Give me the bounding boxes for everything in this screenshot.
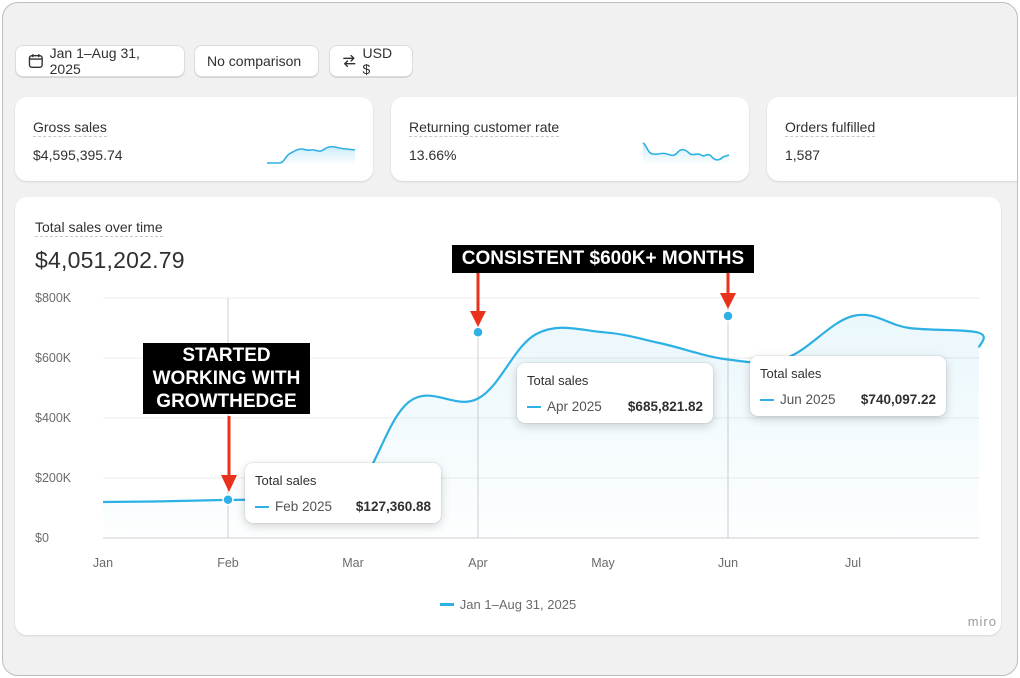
tooltip-apr: Total sales Apr 2025 $685,821.82 — [517, 363, 713, 423]
started-line-3: GROWTHEDGE — [156, 391, 297, 412]
metric-value: $4,595,395.74 — [33, 147, 123, 163]
gross-sales-sparkline — [267, 145, 356, 165]
swap-icon — [343, 54, 356, 68]
tooltip-period: Jun 2025 — [780, 392, 836, 407]
started-callout: STARTED WORKING WITH GROWTHEDGE — [143, 343, 310, 414]
x-tick-label: Jul — [845, 556, 861, 570]
annotation-arrows — [221, 273, 736, 492]
y-tick-label: $600K — [35, 351, 72, 365]
comparison-label: No comparison — [207, 53, 302, 69]
tooltip-feb: Total sales Feb 2025 $127,360.88 — [245, 463, 441, 523]
x-tick-label: May — [591, 556, 615, 570]
miro-watermark: miro — [967, 614, 997, 629]
tooltip-title: Total sales — [760, 366, 822, 381]
arrow-apr — [470, 273, 486, 327]
date-range-label: Jan 1–Aug 31, 2025 — [49, 45, 140, 77]
metric-value: 13.66% — [409, 147, 457, 163]
highlighted-point[interactable] — [472, 326, 484, 339]
legend-label: Jan 1–Aug 31, 2025 — [459, 597, 577, 612]
highlighted-point[interactable] — [722, 310, 734, 322]
y-tick-label: $800K — [35, 291, 72, 305]
metric-card-gross-sales[interactable]: Gross sales $4,595,395.74 — [15, 97, 373, 181]
currency-button[interactable]: USD $ — [329, 45, 413, 77]
started-line-2: WORKING WITH — [152, 368, 301, 389]
tooltip-value: $740,097.22 — [860, 392, 936, 407]
x-tick-label: Mar — [342, 556, 364, 570]
y-tick-label: $0 — [35, 531, 49, 545]
series-swatch — [527, 405, 541, 408]
metric-label: Returning customer rate — [409, 119, 560, 137]
currency-label: USD $ — [362, 45, 393, 77]
tooltip-period: Feb 2025 — [275, 499, 333, 514]
tooltip-title: Total sales — [527, 373, 589, 388]
metric-card-returning-rate[interactable]: Returning customer rate 13.66% — [391, 97, 749, 181]
tooltip-title: Total sales — [255, 473, 317, 488]
x-tick-label: Jun — [718, 556, 738, 570]
arrow-started — [221, 416, 237, 492]
y-tick-label: $400K — [35, 411, 72, 425]
metric-label: Gross sales — [33, 119, 107, 137]
metric-card-orders-fulfilled[interactable]: Orders fulfilled 1,587 — [767, 97, 1017, 181]
tooltip-period: Apr 2025 — [547, 399, 602, 414]
date-range-button[interactable]: Jan 1–Aug 31, 2025 — [15, 45, 185, 77]
arrow-jun — [720, 273, 736, 309]
metric-label: Orders fulfilled — [785, 119, 876, 137]
x-tick-label: Jan — [93, 556, 113, 570]
panel-title: Total sales over time — [35, 219, 163, 237]
series-swatch — [255, 505, 269, 508]
returning-rate-sparkline — [642, 142, 730, 165]
highlighted-point[interactable] — [222, 494, 234, 506]
series-swatch — [760, 398, 774, 401]
x-tick-label: Apr — [468, 556, 487, 570]
chart-legend[interactable]: Jan 1–Aug 31, 2025 — [15, 597, 1001, 612]
tooltip-value: $127,360.88 — [355, 499, 431, 514]
started-line-1: STARTED — [182, 345, 271, 366]
comparison-button[interactable]: No comparison — [194, 45, 319, 77]
calendar-icon — [28, 54, 43, 69]
legend-swatch — [439, 603, 454, 606]
consistent-text: CONSISTENT $600K+ MONTHS — [461, 248, 745, 269]
x-tick-label: Feb — [217, 556, 239, 570]
tooltip-value: $685,821.82 — [627, 399, 703, 414]
consistent-callout: CONSISTENT $600K+ MONTHS — [452, 245, 754, 273]
metric-value: 1,587 — [785, 147, 821, 163]
panel-total: $4,051,202.79 — [35, 247, 185, 273]
y-tick-label: $200K — [35, 471, 72, 485]
tooltip-jun: Total sales Jun 2025 $740,097.22 — [750, 356, 946, 416]
